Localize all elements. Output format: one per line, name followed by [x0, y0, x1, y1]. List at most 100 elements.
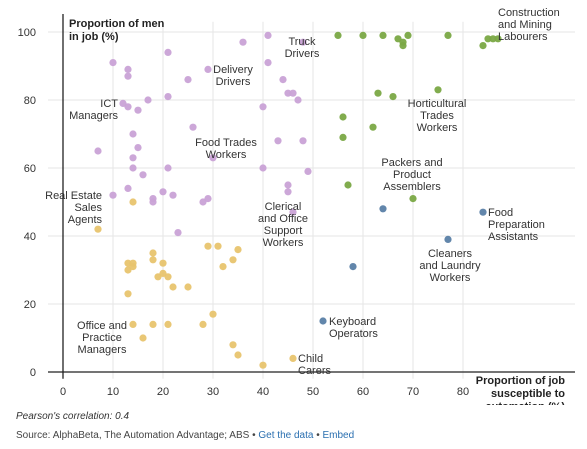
annotation-line: Preparation: [488, 219, 545, 231]
data-point: [369, 123, 377, 131]
data-point: [294, 96, 302, 104]
point-annotation: Truck Drivers: [285, 36, 320, 60]
data-point: [229, 256, 237, 264]
data-point: [344, 181, 352, 189]
annotation-line: Product: [393, 169, 431, 181]
x-tick-label: 70: [407, 386, 419, 398]
annotation-line: Drivers: [216, 76, 251, 88]
data-point: [184, 76, 192, 84]
annotation-line: Workers: [263, 237, 304, 249]
data-point: [204, 195, 212, 203]
data-point: [489, 35, 497, 43]
annotation-line: Workers: [206, 149, 247, 161]
data-point: [149, 256, 157, 264]
data-point: [389, 93, 397, 101]
y-tick-label: 20: [24, 299, 36, 311]
data-point: [334, 31, 342, 39]
y-tick-label: 0: [30, 367, 36, 379]
x-tick-label: 30: [207, 386, 219, 398]
data-point: [239, 38, 247, 46]
point-annotation: Delivery Drivers: [213, 64, 253, 88]
y-tick-label: 60: [24, 163, 36, 175]
data-point: [399, 38, 407, 46]
data-point: [129, 164, 137, 172]
annotation-line: Horticultural: [408, 98, 467, 110]
data-point: [289, 208, 297, 216]
data-point: [164, 93, 172, 101]
annotation-line: Labourers: [498, 31, 548, 43]
data-point: [319, 317, 327, 325]
data-point: [124, 65, 132, 73]
data-point: [374, 89, 382, 97]
scatter-chart: 0 10 20 30 40 50 60 70 80 0 20 40 60 80 100 Proportion …: [18, 7, 575, 405]
point-annotation: Horticultural Trades Workers: [408, 98, 467, 134]
data-point: [174, 229, 182, 237]
annotation-line: Packers and: [381, 157, 442, 169]
point-annotation: Food Trades Workers: [195, 137, 257, 161]
data-point: [234, 246, 242, 254]
data-point: [444, 31, 452, 39]
annotation-line: Sales: [74, 202, 102, 214]
annotation-line: Child: [298, 353, 323, 365]
data-point: [284, 181, 292, 189]
annotation-line: Managers: [69, 110, 118, 122]
data-point: [339, 133, 347, 141]
data-point: [164, 48, 172, 57]
data-point: [259, 164, 267, 172]
source-line: Source: AlphaBeta, The Automation Advant…: [16, 430, 354, 441]
data-point: [434, 86, 442, 94]
data-point: [164, 273, 172, 281]
data-point: [204, 65, 212, 73]
point-annotation: Construction and Mining Labourers: [498, 7, 560, 43]
annotations: Construction and Mining Labourers Truck Driv…: [45, 7, 560, 377]
annotation-line: Drivers: [285, 48, 320, 60]
x-tick-label: 50: [307, 386, 319, 398]
data-point: [379, 31, 387, 39]
data-point: [149, 320, 157, 328]
y-axis-title-line: in job (%): [69, 31, 119, 43]
data-point: [279, 76, 287, 84]
data-point: [129, 320, 137, 328]
annotation-line: Operators: [329, 328, 378, 340]
correlation-note: Pearson's correlation: 0.4: [16, 411, 130, 422]
annotation-line: Practice: [82, 332, 122, 344]
data-point: [264, 31, 272, 39]
get-data-link[interactable]: Get the data: [258, 430, 314, 441]
x-axis-title-line: automation (%): [486, 401, 566, 405]
data-point: [444, 235, 452, 243]
data-point: [359, 31, 367, 39]
y-tick-label: 40: [24, 231, 36, 243]
x-axis-title-line: susceptible to: [491, 388, 565, 400]
data-point: [484, 35, 492, 43]
annotation-line: Keyboard: [329, 316, 376, 328]
source-text: Source: AlphaBeta, The Automation Advant…: [16, 430, 250, 441]
x-tick-label: 10: [107, 386, 119, 398]
data-point: [264, 59, 272, 67]
annotation-line: Food: [488, 207, 513, 219]
annotation-line: and Laundry: [419, 260, 481, 272]
data-point: [169, 191, 177, 199]
data-point: [214, 242, 222, 250]
data-point: [229, 341, 237, 349]
data-point: [149, 249, 157, 257]
annotation-line: Clerical: [265, 201, 302, 213]
data-point: [134, 144, 142, 152]
embed-link[interactable]: Embed: [322, 430, 355, 441]
y-tick-label: 80: [24, 95, 36, 107]
separator: •: [313, 430, 323, 441]
data-point: [199, 320, 207, 328]
data-point: [164, 320, 172, 328]
data-point: [274, 137, 282, 145]
annotation-line: and Mining: [498, 19, 552, 31]
x-axis-title-line: Proportion of job: [476, 375, 565, 387]
y-axis-title-line: Proportion of men: [69, 18, 165, 30]
annotation-line: Assistants: [488, 231, 539, 243]
data-point: [409, 195, 417, 203]
data-point: [219, 263, 227, 271]
data-point: [379, 205, 387, 213]
data-point: [144, 96, 152, 104]
annotation-line: Assemblers: [383, 181, 441, 193]
point-annotation: Keyboard Operators: [329, 316, 378, 340]
point-annotation: Child Carers: [298, 353, 332, 377]
data-point: [124, 72, 132, 80]
